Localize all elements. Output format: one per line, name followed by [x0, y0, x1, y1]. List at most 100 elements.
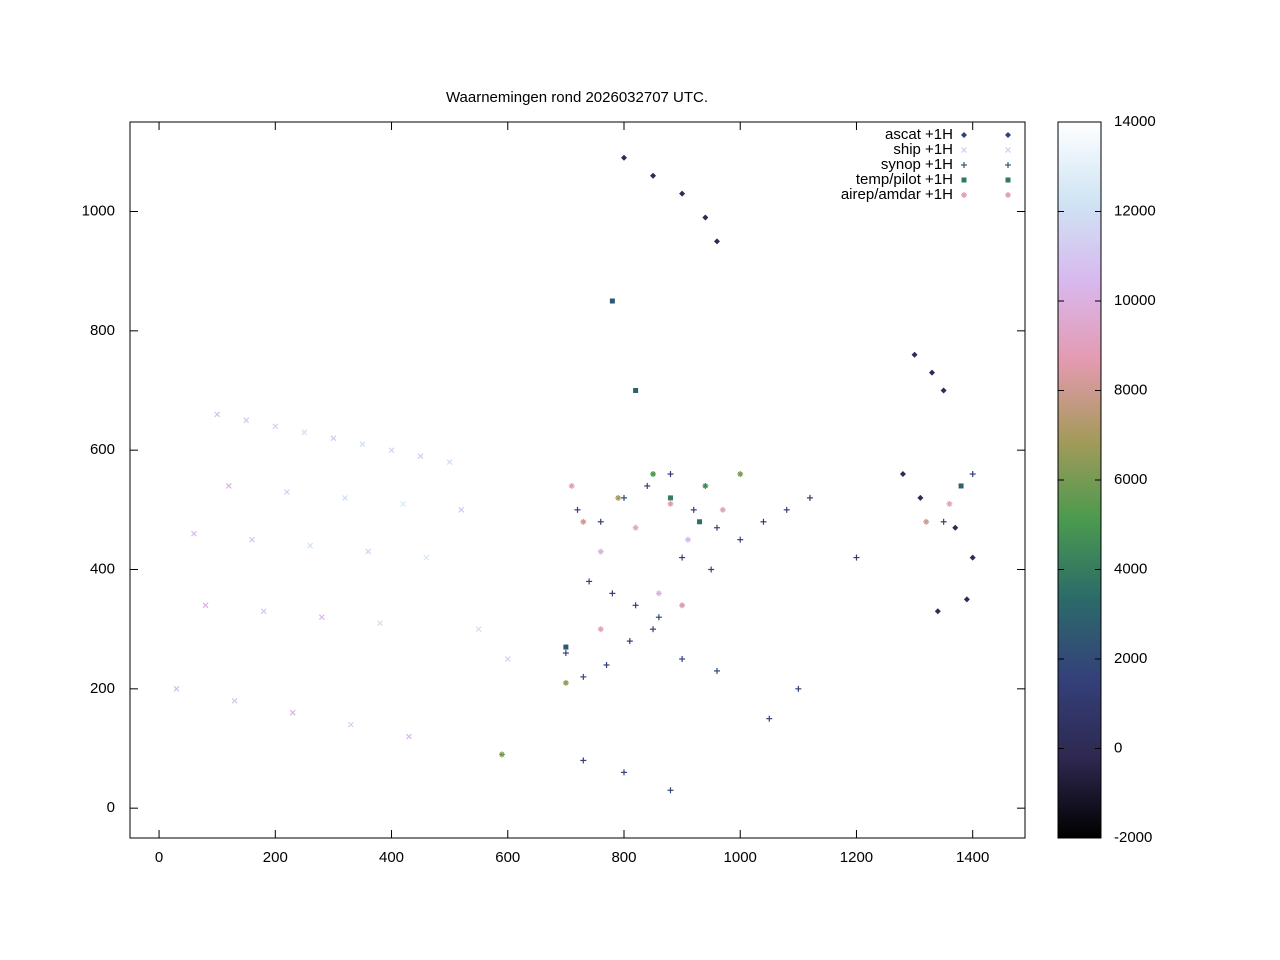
marker-stroke — [580, 519, 586, 525]
marker-stroke — [458, 506, 465, 513]
data-point — [504, 656, 511, 662]
marker-stroke — [633, 525, 639, 531]
data-point — [708, 566, 715, 573]
marker-stroke — [307, 542, 314, 549]
marker-stroke — [499, 752, 505, 757]
data-point — [580, 518, 587, 525]
marker-stroke — [225, 483, 232, 489]
data-point — [667, 500, 674, 507]
colorbar-label: 6000 — [1114, 471, 1147, 488]
data-point — [562, 650, 569, 657]
marker-stroke — [923, 519, 929, 525]
data-point — [952, 524, 959, 531]
data-point — [697, 519, 703, 525]
marker-stroke — [475, 626, 482, 633]
data-point — [283, 489, 290, 495]
data-point — [679, 656, 686, 662]
data-point — [597, 548, 604, 555]
data-point — [702, 482, 709, 489]
data-point — [475, 626, 482, 633]
marker-shape — [917, 494, 924, 501]
data-point — [214, 411, 221, 418]
data-point — [667, 471, 674, 478]
legend-label: airep/amdar +1H — [841, 186, 953, 203]
data-point — [737, 471, 744, 478]
legend-label: temp/pilot +1H — [856, 171, 953, 188]
data-point — [632, 602, 639, 609]
y-tick-label: 1000 — [82, 202, 115, 219]
marker-stroke — [702, 483, 708, 489]
data-point — [969, 554, 976, 561]
data-point — [580, 673, 587, 680]
marker-stroke — [504, 656, 511, 662]
legend-symbol — [1005, 162, 1011, 168]
marker-stroke — [214, 411, 221, 418]
data-point — [202, 602, 209, 609]
marker-shape — [1005, 177, 1011, 183]
data-point — [307, 542, 314, 549]
marker-stroke — [191, 530, 197, 537]
data-point — [225, 483, 232, 489]
data-point — [400, 500, 407, 507]
data-point — [632, 524, 639, 531]
data-point — [650, 626, 657, 633]
data-point — [923, 518, 930, 525]
data-point — [191, 530, 197, 537]
marker-stroke — [598, 549, 604, 555]
marker-stroke — [283, 489, 290, 495]
data-point — [946, 500, 953, 507]
colorbar-label: 12000 — [1114, 202, 1156, 219]
data-point — [917, 494, 924, 501]
marker-stroke — [679, 602, 685, 608]
marker-shape — [911, 351, 918, 358]
data-point — [342, 494, 348, 501]
data-point — [940, 387, 947, 394]
marker-shape — [713, 238, 720, 245]
colorbar-label: 10000 — [1114, 292, 1156, 309]
marker-shape — [609, 298, 615, 304]
colorbar-label: 4000 — [1114, 560, 1147, 577]
data-point — [633, 388, 639, 393]
marker-stroke — [720, 507, 726, 513]
marker-shape — [934, 608, 941, 615]
x-tick-label: 200 — [263, 849, 288, 866]
data-point — [702, 214, 709, 221]
data-point — [713, 238, 720, 245]
data-point — [963, 596, 970, 603]
data-point — [249, 536, 255, 543]
data-point — [650, 471, 657, 478]
data-point — [620, 154, 627, 161]
legend-symbol — [1005, 177, 1011, 183]
marker-stroke — [947, 501, 952, 507]
x-tick-label: 1000 — [724, 849, 757, 866]
marker-stroke — [272, 423, 279, 430]
y-tick-label: 0 — [107, 799, 115, 816]
marker-stroke — [400, 500, 407, 507]
marker-stroke — [650, 471, 656, 477]
data-point — [243, 417, 250, 424]
data-point — [498, 751, 505, 758]
marker-stroke — [1005, 192, 1011, 198]
data-point — [719, 506, 726, 513]
legend-symbol — [961, 192, 967, 198]
data-point — [446, 459, 453, 466]
marker-stroke — [417, 453, 424, 460]
x-tick-label: 1200 — [840, 849, 873, 866]
legend-label: ascat +1H — [885, 126, 953, 143]
x-tick-label: 600 — [495, 849, 520, 866]
data-point — [417, 453, 424, 460]
marker-shape — [620, 154, 627, 161]
data-point — [679, 554, 686, 561]
data-point — [684, 536, 691, 543]
legend-symbol — [961, 177, 967, 183]
legend-symbol — [1005, 147, 1011, 153]
x-tick-label: 1400 — [956, 849, 989, 866]
legend-label: synop +1H — [881, 156, 953, 173]
legend-symbol — [1005, 192, 1011, 198]
chart-title: Waarnemingen rond 2026032707 UTC. — [446, 89, 708, 106]
legend-symbol — [961, 132, 967, 138]
marker-shape — [961, 177, 967, 183]
colorbar — [1058, 122, 1101, 838]
marker-stroke — [656, 590, 662, 596]
x-tick-label: 400 — [379, 849, 404, 866]
